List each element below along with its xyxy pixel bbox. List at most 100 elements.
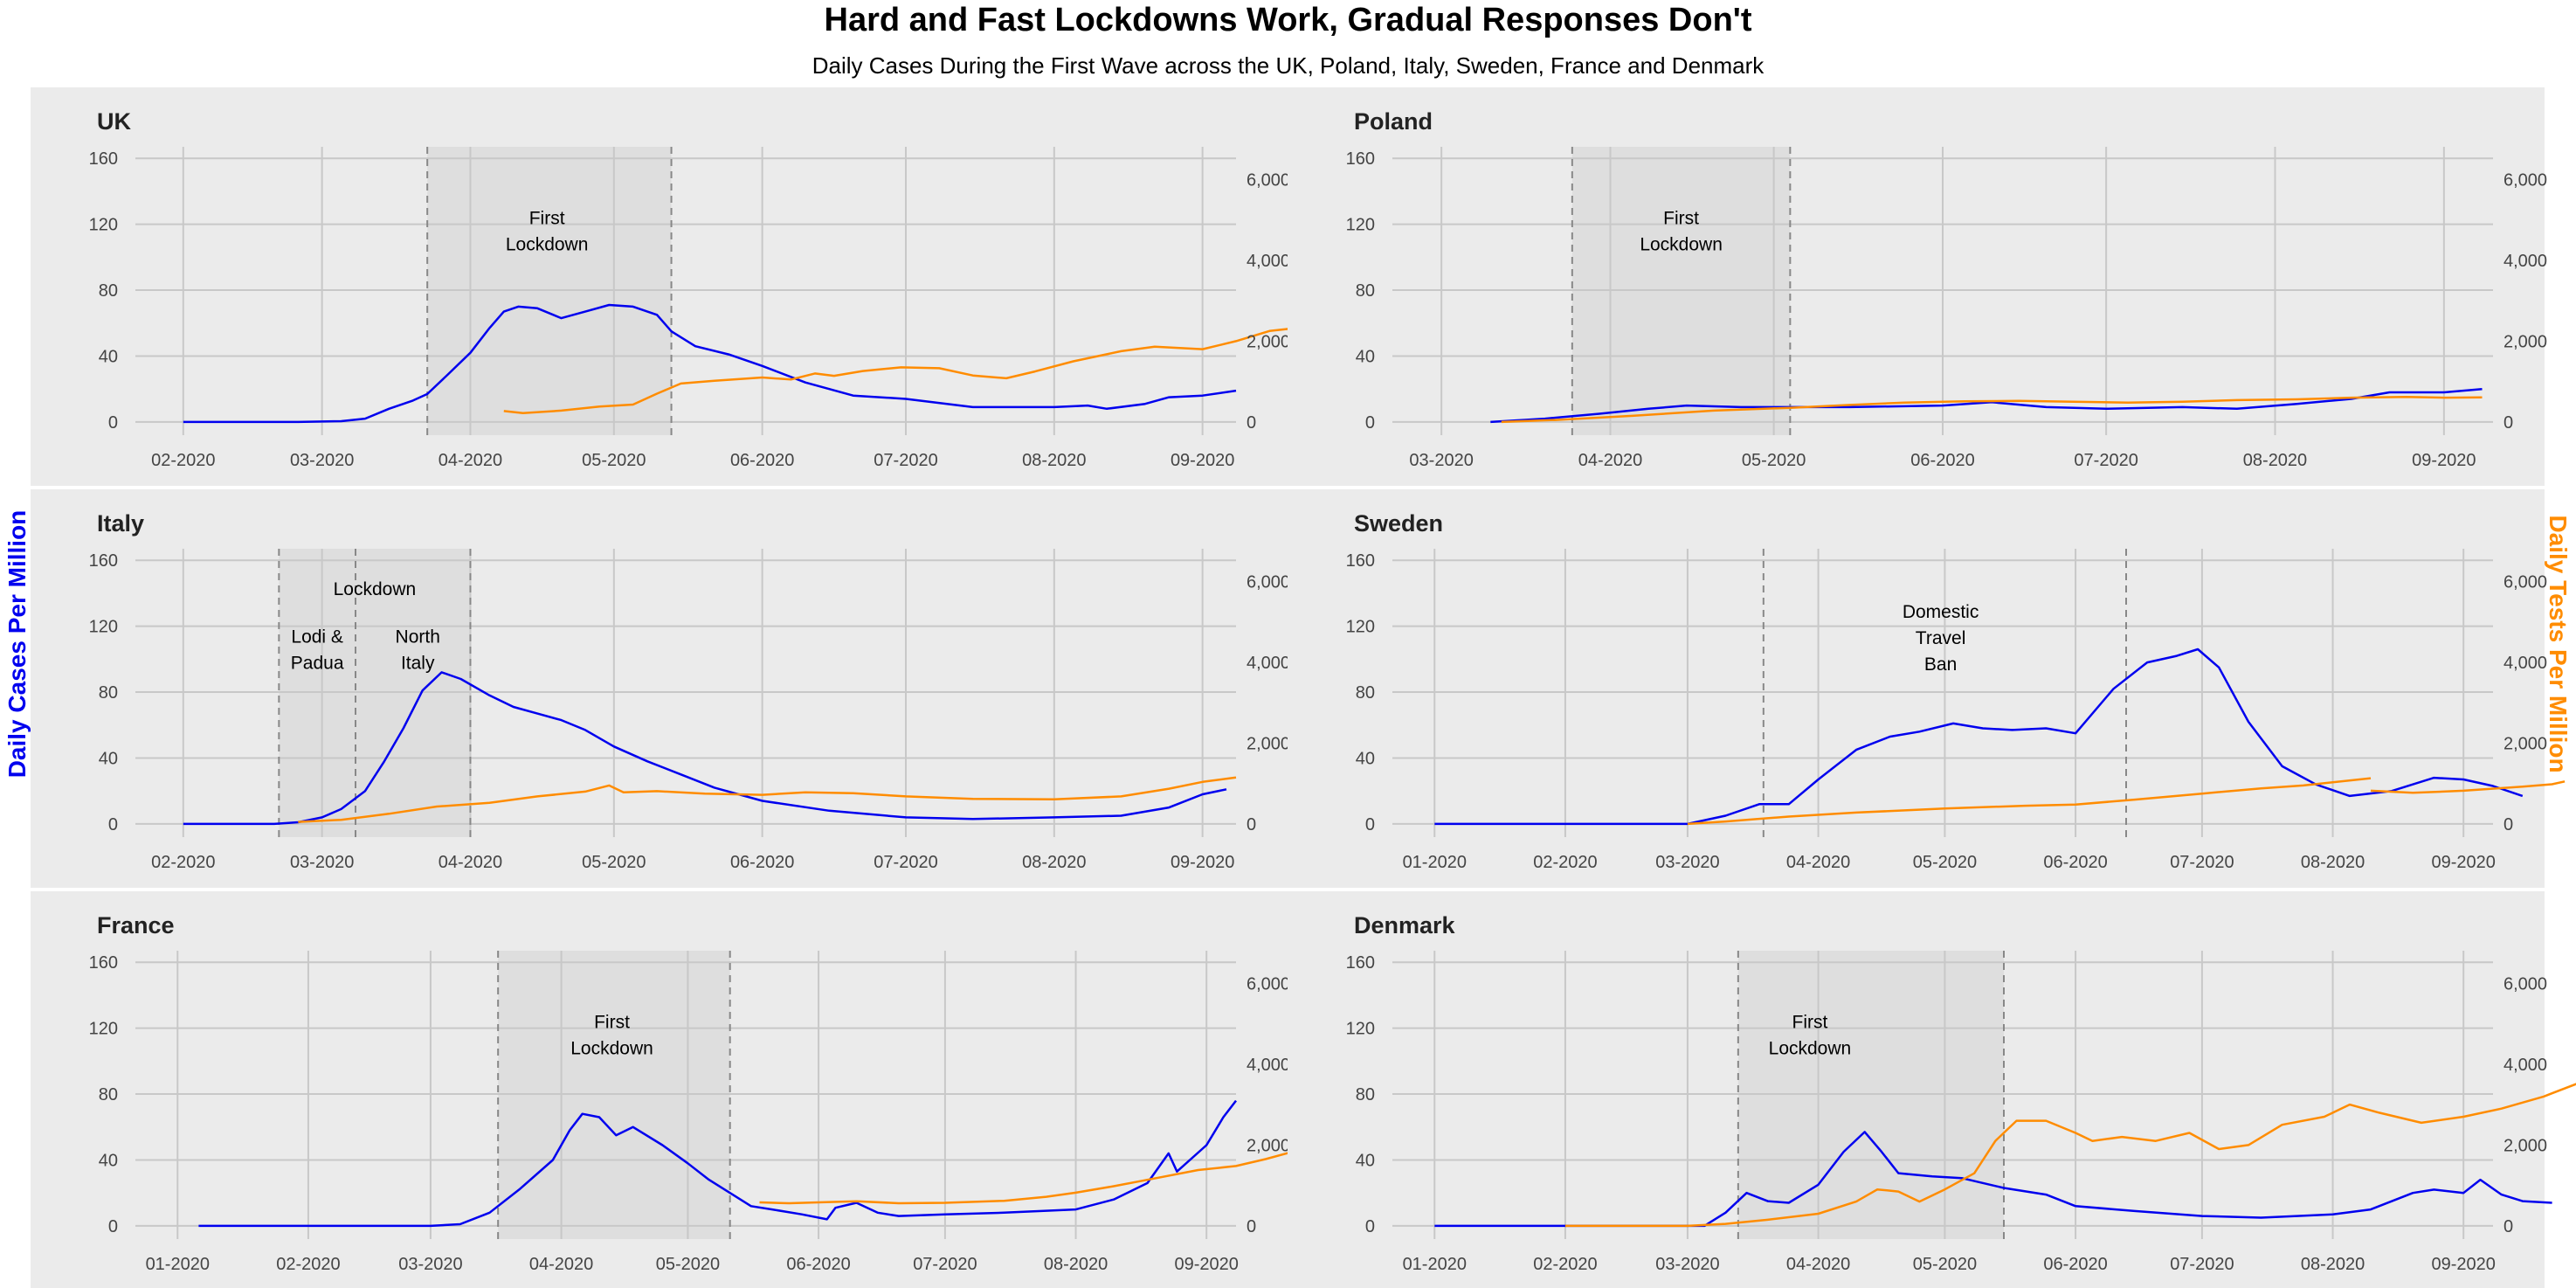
y-left-tick-label: 120 (1346, 1020, 1375, 1039)
y-left-tick-label: 160 (1346, 149, 1375, 169)
x-tick-label: 04-2020 (1786, 853, 1850, 872)
x-tick-label: 09-2020 (1171, 853, 1234, 872)
y-left-tick-label: 80 (1356, 1085, 1375, 1104)
y-right-tick-label: 0 (2503, 815, 2513, 834)
y-left-tick-label: 0 (1365, 815, 1375, 834)
lockdown-label: Padua (291, 653, 344, 673)
y-left-tick-label: 80 (1356, 281, 1375, 301)
lockdown-label: North (396, 627, 440, 647)
y-left-tick-label: 40 (99, 347, 118, 366)
x-tick-label: 03-2020 (1655, 1255, 1719, 1274)
x-tick-label: 07-2020 (2170, 1255, 2234, 1274)
x-tick-label: 07-2020 (913, 1255, 977, 1274)
y-left-tick-label: 120 (89, 618, 118, 637)
panel-background (1288, 489, 2545, 888)
lockdown-label: Domestic (1903, 602, 1979, 622)
panel-poland: First Lockdown Poland 03-2020 04-2020 05-2020… (1288, 87, 2547, 486)
tests-line (1564, 1083, 2576, 1228)
y-right-tick-label: 2,000 (1247, 332, 1290, 351)
lockdown-label: Lockdown (570, 1039, 653, 1059)
panel-denmark: First Lockdown Denmark 01-2020 02-2020 03-202… (1288, 891, 2576, 1288)
y-right-tick-label: 0 (2503, 413, 2513, 433)
x-tick-label: 06-2020 (2043, 1255, 2107, 1274)
y-right-tick-label: 2,000 (1247, 1136, 1290, 1155)
y-right-tick-label: 0 (1247, 413, 1256, 433)
x-tick-label: 08-2020 (2243, 451, 2307, 470)
panel-title: UK (97, 108, 131, 135)
x-tick-label: 02-2020 (151, 451, 215, 470)
y-left-tick-label: 80 (1356, 683, 1375, 703)
x-tick-label: 08-2020 (2301, 1255, 2365, 1274)
x-tick-label: 05-2020 (1742, 451, 1806, 470)
x-tick-label: 06-2020 (2043, 853, 2107, 872)
y-right-tick-label: 0 (1247, 815, 1256, 834)
x-tick-label: 06-2020 (730, 451, 794, 470)
y-left-tick-label: 160 (89, 149, 118, 169)
x-tick-label: 08-2020 (1022, 853, 1086, 872)
tests-line (1687, 777, 2372, 826)
x-tick-label: 05-2020 (1913, 853, 1977, 872)
y-right-tick-label: 6,000 (1247, 974, 1290, 994)
x-tick-label: 04-2020 (439, 853, 502, 872)
tests-line (2370, 780, 2566, 794)
cases-line (183, 303, 1237, 424)
y-left-tick-label: 120 (89, 216, 118, 235)
tests-line (298, 776, 1237, 823)
x-tick-label: 03-2020 (290, 853, 354, 872)
y-left-tick-label: 160 (1346, 953, 1375, 973)
y-right-tick-label: 6,000 (2503, 974, 2547, 994)
x-tick-label: 03-2020 (1409, 451, 1473, 470)
y-right-tick-label: 6,000 (2503, 170, 2547, 190)
y-right-tick-label: 0 (1247, 1217, 1256, 1236)
y-left-tick-label: 80 (99, 1085, 118, 1104)
lockdown-label: Lockdown (1640, 235, 1723, 255)
y-left-tick-label: 80 (99, 683, 118, 703)
x-tick-label: 04-2020 (1786, 1255, 1850, 1274)
x-tick-label: 07-2020 (874, 451, 937, 470)
chart-title: Hard and Fast Lockdowns Work, Gradual Re… (824, 2, 1752, 38)
cases-line (183, 671, 1227, 826)
y-right-tick-label: 6,000 (1247, 572, 1290, 592)
cases-line (1434, 1131, 2552, 1228)
x-tick-label: 02-2020 (151, 853, 215, 872)
lockdown-label: First (1663, 209, 1699, 229)
lockdown-label: First (1792, 1013, 1828, 1033)
tests-line (503, 317, 1413, 414)
y-right-tick-label: 4,000 (2503, 654, 2547, 673)
y-right-tick-label: 6,000 (1247, 170, 1290, 190)
y-left-tick-label: 0 (1365, 413, 1375, 433)
lockdown-label: Ban (1924, 654, 1957, 675)
x-tick-label: 05-2020 (582, 853, 646, 872)
x-tick-label: 03-2020 (398, 1255, 462, 1274)
x-tick-label: 03-2020 (1655, 853, 1719, 872)
lockdown-label: Lockdown (1769, 1039, 1852, 1059)
x-tick-label: 02-2020 (1533, 1255, 1597, 1274)
y-left-tick-label: 40 (1356, 347, 1375, 366)
x-tick-label: 09-2020 (2412, 451, 2476, 470)
panel-title: Italy (97, 510, 144, 537)
panel-uk: First Lockdown UK 02-2020 03-2020 04-2020 05-2… (31, 87, 1413, 486)
x-tick-label: 07-2020 (2074, 451, 2137, 470)
y-right-tick-label: 4,000 (1247, 654, 1290, 673)
panel-background (1288, 87, 2545, 486)
y-left-tick-label: 40 (1356, 749, 1375, 768)
x-tick-label: 09-2020 (1175, 1255, 1239, 1274)
x-tick-label: 08-2020 (1044, 1255, 1108, 1274)
x-tick-label: 04-2020 (439, 451, 502, 470)
x-tick-label: 06-2020 (786, 1255, 850, 1274)
y-left-tick-label: 40 (99, 749, 118, 768)
x-tick-label: 06-2020 (1910, 451, 1974, 470)
x-tick-label: 01-2020 (1403, 853, 1467, 872)
x-tick-label: 09-2020 (1171, 451, 1234, 470)
y-right-tick-label: 2,000 (2503, 734, 2547, 753)
x-tick-label: 05-2020 (656, 1255, 720, 1274)
panel-title: Sweden (1354, 510, 1443, 537)
x-tick-label: 01-2020 (146, 1255, 210, 1274)
y-right-tick-label: 6,000 (2503, 572, 2547, 592)
y-left-tick-label: 160 (89, 953, 118, 973)
panel-sweden: Domestic Travel Ban Sweden 01-2020 02-2020 03-… (1288, 489, 2566, 888)
y-left-tick-label: 0 (1365, 1217, 1375, 1236)
x-tick-label: 07-2020 (2170, 853, 2234, 872)
x-tick-label: 05-2020 (1913, 1255, 1977, 1274)
